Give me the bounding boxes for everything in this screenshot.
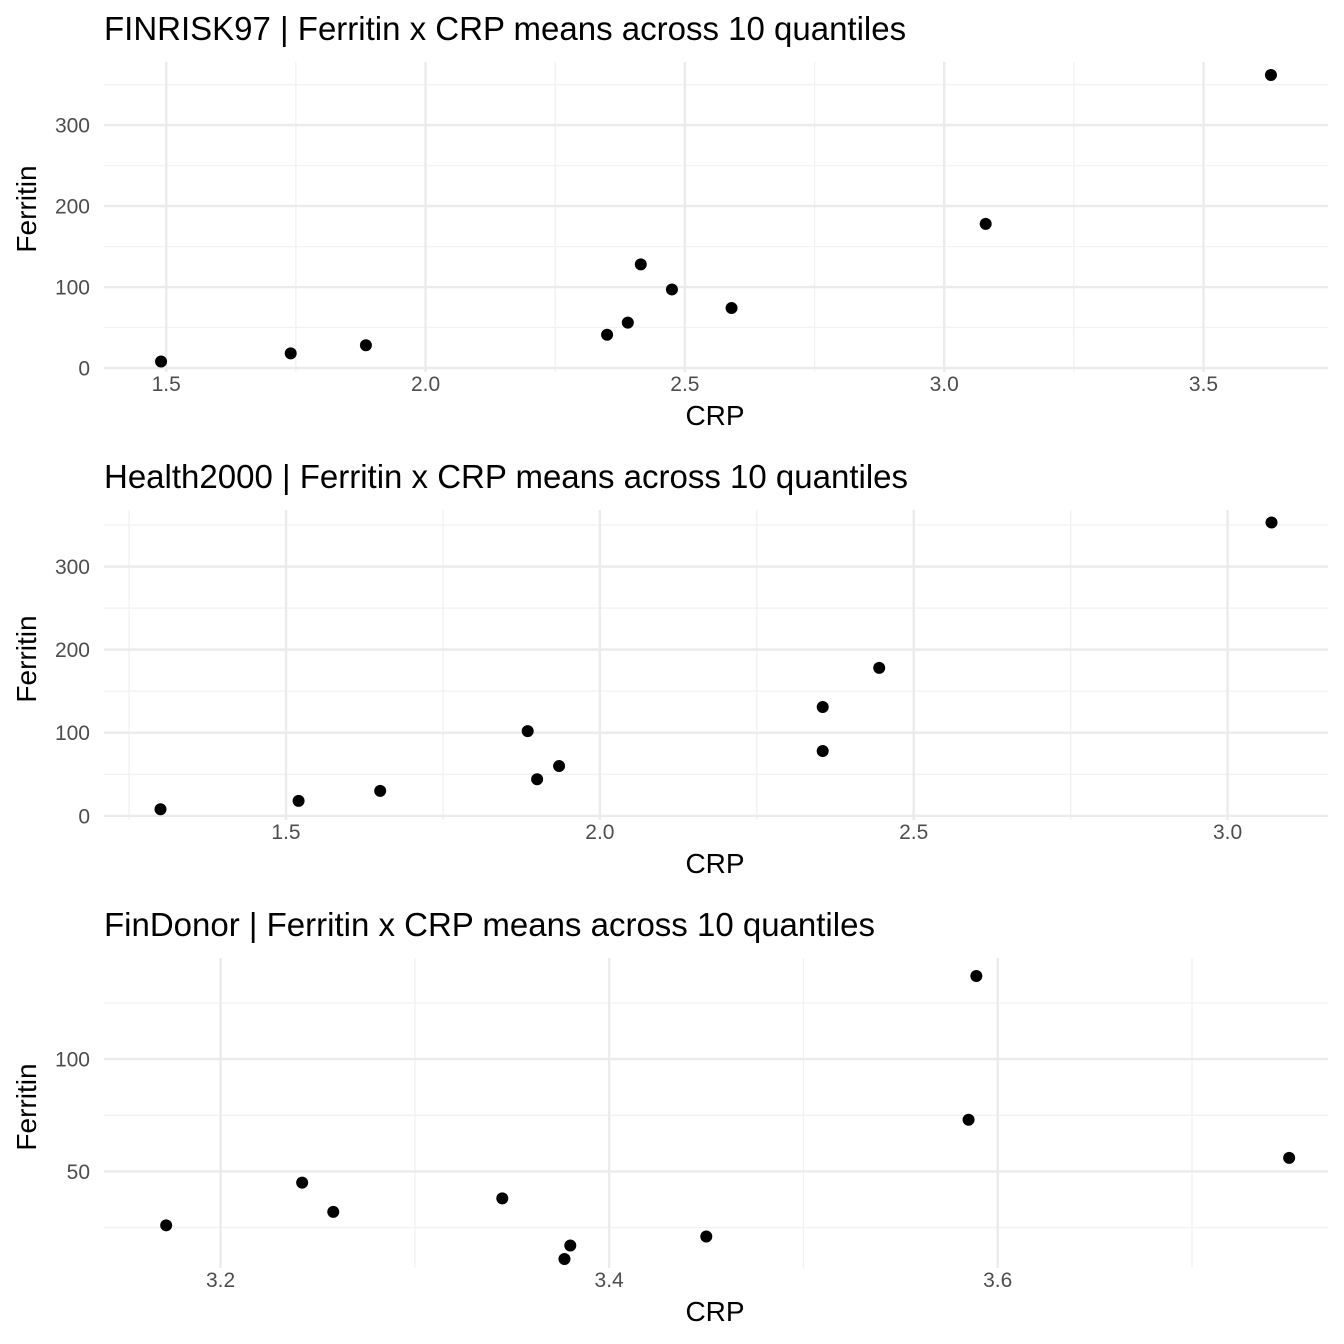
data-point xyxy=(553,759,566,772)
x-axis-label: CRP xyxy=(685,1296,744,1327)
data-point xyxy=(155,355,168,368)
x-tick-label: 1.5 xyxy=(152,373,181,396)
data-points xyxy=(155,68,1277,368)
y-tick-labels: 0 100 200 300 xyxy=(55,556,90,828)
x-tick-label: 2.0 xyxy=(585,821,614,844)
data-point xyxy=(970,969,983,982)
chart-title: FINRISK97 | Ferritin x CRP means across … xyxy=(104,10,906,47)
data-point xyxy=(621,316,634,329)
data-point xyxy=(601,328,614,341)
gridlines xyxy=(104,958,1328,1268)
chart-title: Health2000 | Ferritin x CRP means across… xyxy=(104,458,908,495)
x-tick-label: 2.5 xyxy=(670,373,699,396)
x-tick-labels: 3.2 3.4 3.6 xyxy=(206,1269,1012,1292)
x-tick-label: 3.4 xyxy=(595,1269,625,1292)
y-tick-label: 300 xyxy=(55,556,90,579)
x-tick-label: 3.6 xyxy=(983,1269,1012,1292)
y-axis-label: Ferritin xyxy=(11,165,42,252)
y-tick-label: 100 xyxy=(55,277,90,300)
gridlines xyxy=(104,62,1328,372)
data-point xyxy=(327,1205,340,1218)
data-point xyxy=(1283,1151,1296,1164)
panel-finrisk97: FINRISK97 | Ferritin x CRP means across … xyxy=(11,10,1328,431)
data-point xyxy=(558,1253,571,1266)
panel-health2000: Health2000 | Ferritin x CRP means across… xyxy=(11,458,1328,879)
data-point xyxy=(700,1230,713,1243)
data-point xyxy=(521,725,534,738)
y-axis-label: Ferritin xyxy=(11,1063,42,1150)
data-point xyxy=(564,1239,577,1252)
data-point xyxy=(496,1192,509,1205)
y-tick-label: 100 xyxy=(55,1049,90,1072)
x-tick-label: 3.0 xyxy=(1213,821,1242,844)
x-tick-label: 2.5 xyxy=(899,821,928,844)
data-point xyxy=(979,217,992,230)
data-point xyxy=(160,1219,173,1232)
y-axis-label: Ferritin xyxy=(11,615,42,702)
data-point xyxy=(154,803,167,816)
data-point xyxy=(1265,516,1278,529)
panel-findonor: FinDonor | Ferritin x CRP means across 1… xyxy=(11,906,1328,1327)
x-tick-labels: 1.5 2.0 2.5 3.0 xyxy=(271,821,1242,844)
data-point xyxy=(296,1176,309,1189)
y-tick-label: 300 xyxy=(55,115,90,138)
data-point xyxy=(816,745,829,758)
y-tick-label: 200 xyxy=(55,639,90,662)
data-point xyxy=(873,661,886,674)
data-point xyxy=(1264,68,1277,81)
x-tick-label: 1.5 xyxy=(271,821,300,844)
x-tick-label: 3.0 xyxy=(930,373,959,396)
x-tick-label: 3.2 xyxy=(206,1269,235,1292)
y-tick-labels: 50 100 xyxy=(55,1049,90,1184)
data-point xyxy=(531,773,544,786)
y-tick-label: 200 xyxy=(55,196,90,219)
y-tick-label: 0 xyxy=(78,357,90,380)
x-axis-label: CRP xyxy=(685,400,744,431)
y-tick-labels: 0 100 200 300 xyxy=(55,115,90,381)
data-point xyxy=(634,258,647,271)
x-axis-label: CRP xyxy=(685,848,744,879)
x-tick-label: 3.5 xyxy=(1189,373,1218,396)
data-points xyxy=(154,516,1278,816)
data-point xyxy=(359,339,372,352)
data-point xyxy=(962,1113,975,1126)
data-point xyxy=(284,347,297,360)
gridlines xyxy=(104,510,1328,820)
y-tick-label: 50 xyxy=(67,1161,90,1184)
data-point xyxy=(374,784,387,797)
chart-title: FinDonor | Ferritin x CRP means across 1… xyxy=(104,906,875,943)
data-point xyxy=(292,794,305,807)
x-tick-labels: 1.5 2.0 2.5 3.0 3.5 xyxy=(152,373,1218,396)
data-point xyxy=(816,700,829,713)
x-tick-label: 2.0 xyxy=(411,373,440,396)
y-tick-label: 0 xyxy=(78,805,90,828)
y-tick-label: 100 xyxy=(55,722,90,745)
data-points xyxy=(160,969,1296,1266)
data-point xyxy=(665,283,678,296)
data-point xyxy=(725,302,738,315)
